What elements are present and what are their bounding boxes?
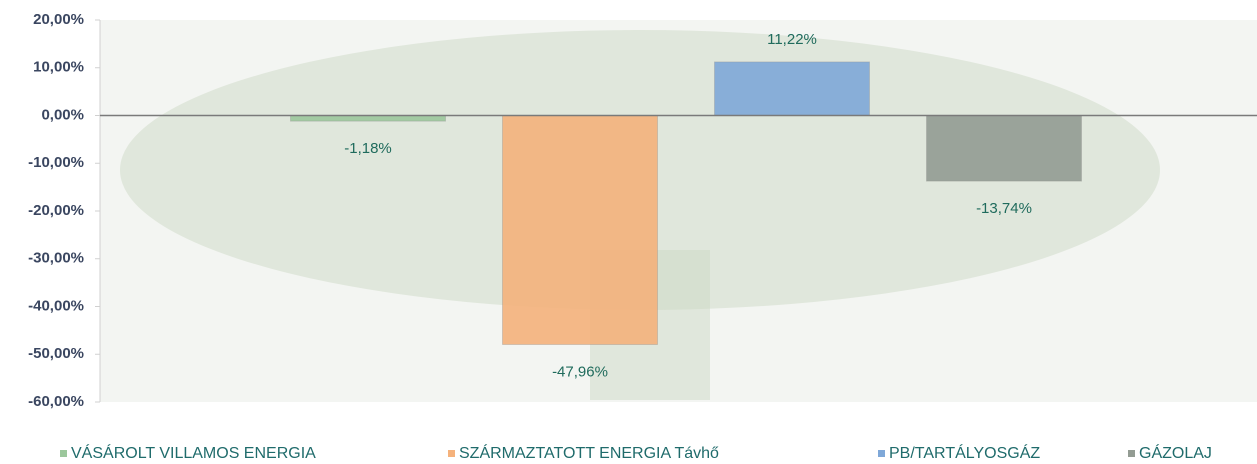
y-tick-label: -50,00% — [28, 345, 84, 362]
value-label: 11,22% — [767, 31, 817, 48]
value-label: -47,96% — [552, 363, 608, 380]
y-tick-label: -20,00% — [28, 202, 84, 219]
value-label: -1,18% — [344, 140, 392, 157]
y-tick-label: -10,00% — [28, 154, 84, 171]
bar — [715, 62, 870, 116]
bar — [927, 116, 1082, 182]
legend-swatch — [448, 450, 455, 457]
y-tick-label: 0,00% — [41, 106, 84, 123]
legend-label: SZÁRMAZTATOTT ENERGIA Távhő — [459, 443, 719, 462]
legend-swatch — [60, 450, 67, 457]
y-tick-label: -40,00% — [28, 297, 84, 314]
legend-label: PB/TARTÁLYOSGÁZ — [889, 443, 1040, 462]
legend-label: GÁZOLAJ — [1139, 443, 1212, 462]
y-tick-label: 10,00% — [33, 59, 84, 76]
y-tick-label: -60,00% — [28, 393, 84, 410]
bar — [503, 116, 658, 345]
y-tick-label: 20,00% — [33, 11, 84, 28]
chart: -60,00% -50,00% -40,00% -30,00% -20,00% -10,0… — [0, 0, 1257, 464]
value-label: -13,74% — [976, 200, 1032, 217]
y-tick-label: -30,00% — [28, 250, 84, 267]
legend-swatch — [1128, 450, 1135, 457]
legend-label: VÁSÁROLT VILLAMOS ENERGIA — [71, 443, 316, 462]
bar — [291, 116, 446, 122]
legend-swatch — [878, 450, 885, 457]
